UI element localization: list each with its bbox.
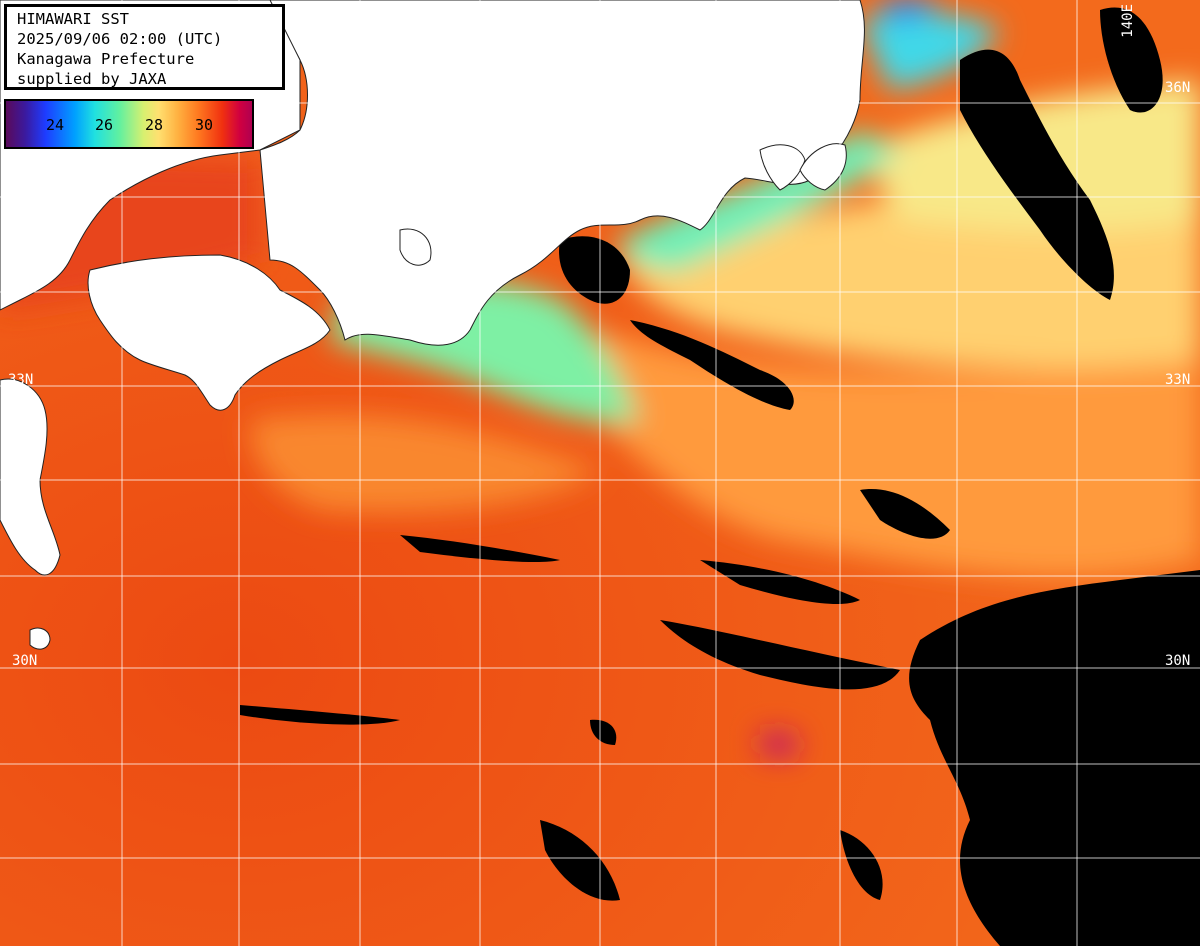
lon-label-140e: 140E xyxy=(1120,4,1136,38)
lat-label-30n-right: 30N xyxy=(1165,653,1191,669)
info-box: HIMAWARI SST 2025/09/06 02:00 (UTC) Kana… xyxy=(4,4,285,90)
blue-top xyxy=(880,0,940,21)
info-datetime: 2025/09/06 02:00 (UTC) xyxy=(17,30,223,48)
awaji xyxy=(399,228,432,266)
lat-label-33n-left: 33N xyxy=(8,372,34,388)
lat-label-33n-right: 33N xyxy=(1165,372,1191,388)
orange-mid-band xyxy=(250,414,600,513)
info-title: HIMAWARI SST xyxy=(17,10,129,28)
legend-tick-24: 24 xyxy=(46,116,65,134)
info-region: Kanagawa Prefecture xyxy=(17,50,195,68)
magenta-spot xyxy=(760,732,800,757)
cloud-ne-2 xyxy=(1100,7,1163,113)
cloud-mid-right xyxy=(860,489,950,539)
lat-label-36n-right: 36N xyxy=(1165,80,1191,96)
cloud-east-large xyxy=(909,570,1200,946)
legend-tick-30: 30 xyxy=(195,116,214,134)
izu-peninsula xyxy=(759,144,806,191)
info-credit: supplied by JAXA xyxy=(17,70,167,88)
cloud-south-2 xyxy=(840,830,883,900)
kyushu xyxy=(0,378,61,576)
cloud-south-3 xyxy=(590,719,617,745)
cloud-center-streak xyxy=(630,320,794,410)
lat-label-30n-left: 30N xyxy=(12,653,38,669)
cloud-kii-east xyxy=(559,236,630,304)
shikoku xyxy=(87,254,331,411)
color-scale-legend: 24 26 28 30 xyxy=(4,99,254,149)
cloud-band-3 xyxy=(700,560,860,605)
lon-label-136e: 136E xyxy=(478,4,494,38)
tanegashima xyxy=(29,627,51,650)
boso xyxy=(799,143,847,191)
legend-tick-28: 28 xyxy=(145,116,164,134)
legend-tick-26: 26 xyxy=(95,116,114,134)
cloud-northeast xyxy=(960,49,1114,300)
cyan-top xyxy=(860,13,1000,90)
